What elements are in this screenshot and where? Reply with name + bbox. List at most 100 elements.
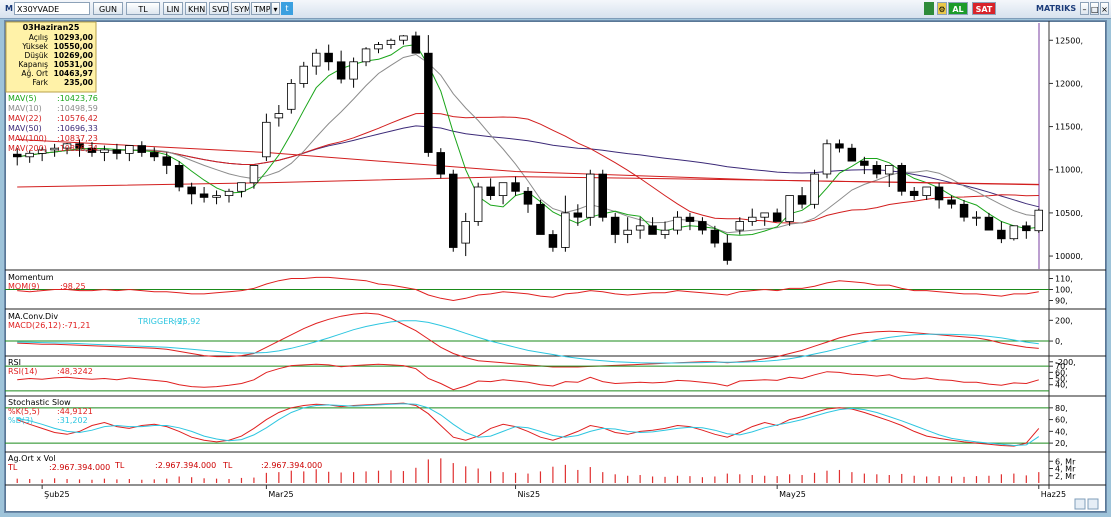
minimize-icon[interactable]: – (1080, 2, 1089, 15)
axis-tick-label: 11000, (1055, 166, 1083, 175)
candle-body (162, 156, 171, 166)
candle-body (536, 203, 545, 235)
candle-body (461, 221, 470, 244)
axis-tick-label: -200, (1055, 358, 1076, 367)
candle-body (673, 216, 682, 231)
candle-body (374, 44, 383, 50)
candle-body (723, 242, 732, 261)
candle-body (324, 52, 333, 63)
candle-body (835, 143, 844, 149)
legend-value: :2.967.394.000 (49, 463, 110, 472)
axis-tick-label: 2, Mr (1055, 472, 1076, 481)
series-line (17, 402, 1040, 447)
candle-body (598, 173, 608, 218)
axis-tick-label: 10000, (1055, 252, 1083, 261)
candle-body (797, 195, 807, 205)
candle-body (847, 147, 857, 162)
mav22-line (17, 112, 1039, 224)
chart-area[interactable]: 10000, 10500, 11000, 11500, 12000, 12500, Şub2… (4, 20, 1107, 513)
candle-body (561, 212, 570, 248)
candle-body (473, 186, 483, 222)
legend-name: MAV(5) (8, 94, 37, 103)
candle-body (648, 225, 657, 235)
candle-body (573, 212, 583, 218)
maximize-icon[interactable]: □ (1090, 2, 1099, 15)
svd-button[interactable]: SVD (209, 2, 229, 15)
candle-body (610, 216, 620, 235)
axis-tick-label: 11500, (1055, 123, 1083, 132)
chart-canvas[interactable]: 10000, 10500, 11000, 11500, 12000, 12500, Şub2… (5, 21, 1106, 512)
period-select[interactable]: GUN (93, 2, 123, 15)
legend-value: :-25,92 (172, 317, 200, 326)
date-tick-label: May25 (779, 490, 806, 499)
legend-name: RSI(14) (8, 367, 37, 376)
candle-body (386, 39, 396, 45)
candle-body (50, 147, 59, 151)
legend-name: MAV(100) (8, 134, 47, 143)
sell-button[interactable]: SAT (972, 2, 996, 15)
close-icon[interactable]: × (1100, 2, 1109, 15)
twitter-icon[interactable]: t (281, 2, 293, 15)
settings-icon[interactable]: ⚙ (937, 2, 947, 15)
scroll-right-icon (1087, 498, 1099, 510)
candle-body (336, 61, 346, 80)
info-box-label: Ağ. Ort (21, 69, 48, 78)
candle-body (399, 35, 408, 41)
date-tick-label: Nis25 (518, 490, 541, 499)
info-box-date: 03Haziran25 (23, 23, 80, 32)
candle-body (748, 216, 757, 222)
candle-body (87, 147, 97, 153)
legend-name: MAV(200) (8, 144, 47, 153)
candle-body (760, 212, 769, 218)
buy-button[interactable]: AL (948, 2, 968, 15)
legend-value: :10837,23 (57, 134, 98, 143)
axis-tick-label: 200, (1055, 316, 1073, 325)
candle-body (698, 221, 707, 231)
legend-value: :10423,76 (57, 94, 98, 103)
axis-tick-label: 60, (1055, 416, 1068, 425)
axis-tick-label: 50, (1055, 375, 1068, 384)
legend-value: :44,9121 (57, 407, 93, 416)
candle-body (586, 173, 595, 218)
scale-button[interactable]: LIN (163, 2, 183, 15)
candle-body (735, 221, 745, 231)
legend-value: :-71,21 (62, 321, 90, 330)
candle-body (237, 182, 246, 192)
legend-value: :98,25 (60, 282, 86, 291)
info-box-label: Açılış (29, 33, 48, 42)
currency-select[interactable]: TL (126, 2, 160, 15)
info-box (5, 21, 97, 93)
axis-tick-label: 100, (1055, 286, 1073, 295)
candle-body (984, 216, 994, 231)
candle-body (972, 216, 981, 219)
candle-body (137, 145, 146, 153)
template-dropdown-icon[interactable]: ▾ (271, 2, 280, 15)
candle-body (12, 153, 22, 158)
axis-tick-label: 4, Mr (1055, 465, 1076, 474)
legend-value: :10498,59 (57, 104, 98, 113)
candle-body (448, 173, 458, 248)
candle-body (810, 173, 819, 205)
candle-body (947, 199, 956, 205)
app-logo-icon: M (5, 4, 13, 13)
candle-body (909, 190, 919, 197)
khn-button[interactable]: KHN (185, 2, 207, 15)
candle-body (424, 52, 433, 153)
chart-frame (5, 21, 1106, 512)
legend-name: MOM(9) (8, 282, 39, 291)
date-tick-label: Haz25 (1041, 490, 1066, 499)
symbol-input[interactable]: X30YVADE (14, 2, 90, 15)
legend-name: MACD(26,12) (8, 321, 61, 330)
info-box-label: Düşük (24, 51, 48, 60)
candle-body (112, 149, 122, 154)
info-box-value: 10550,00 (54, 42, 93, 51)
legend-name: %K(5,5) (8, 407, 40, 416)
info-box-label: Kapanış (19, 60, 49, 69)
tmp-button[interactable]: TMP (251, 2, 271, 15)
axis-tick-label: 70, (1055, 362, 1068, 371)
info-box-label: Yüksek (21, 42, 48, 51)
legend-name: TL (7, 463, 18, 472)
sym-button[interactable]: SYM (231, 2, 250, 15)
legend-name: %D(3) (8, 416, 33, 425)
candle-body (224, 190, 234, 197)
